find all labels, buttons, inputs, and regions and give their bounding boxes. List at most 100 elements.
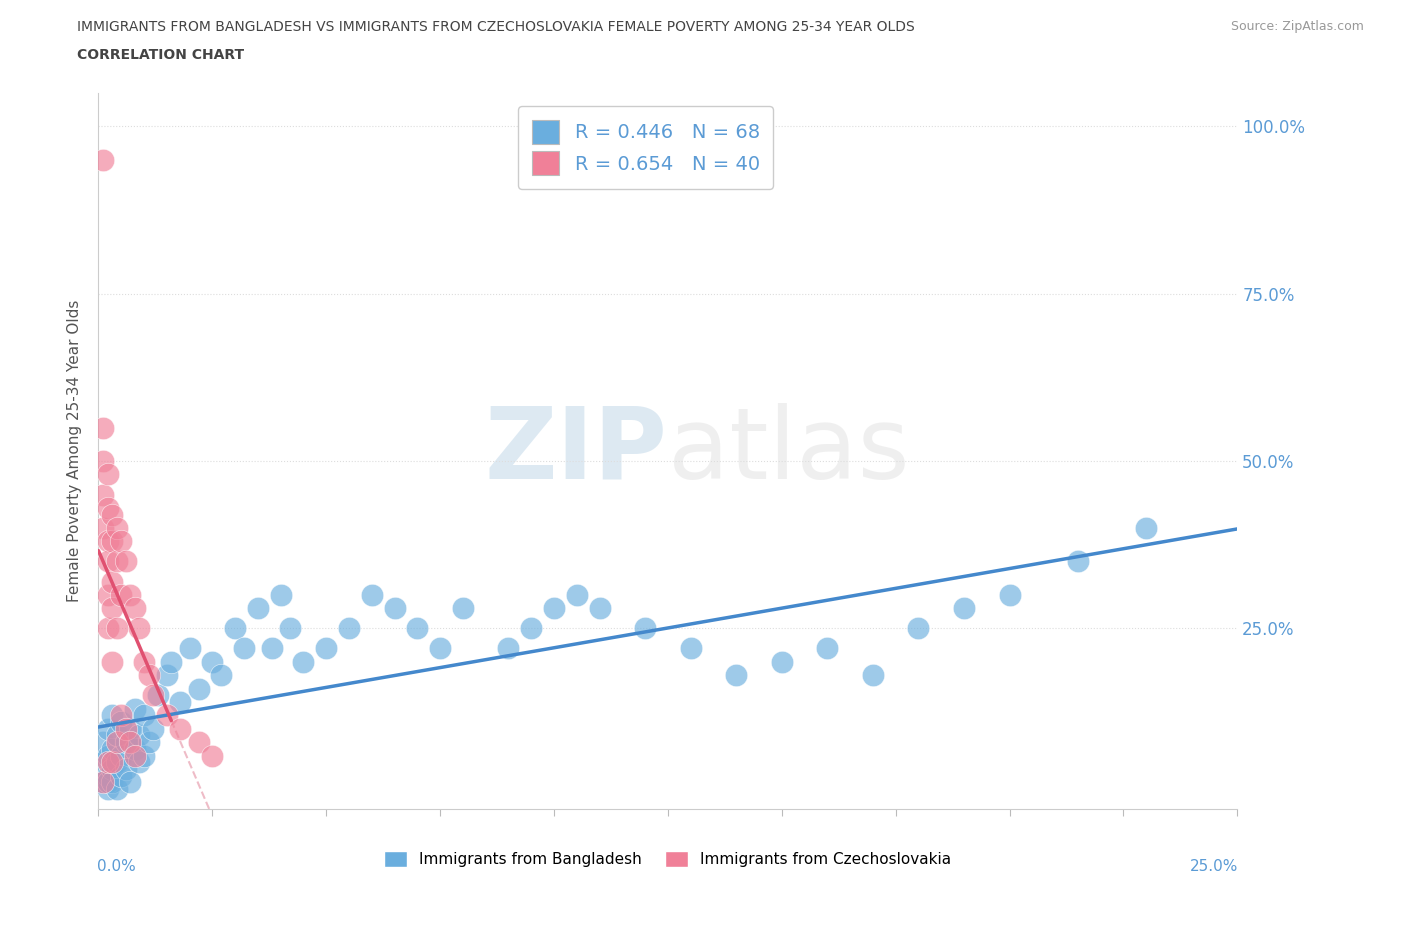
Point xyxy=(120,588,142,603)
Point xyxy=(156,708,179,723)
Point xyxy=(96,621,118,636)
Point xyxy=(384,601,406,616)
Point xyxy=(201,748,224,763)
Point xyxy=(128,728,150,743)
Point xyxy=(96,748,118,763)
Y-axis label: Female Poverty Among 25-34 Year Olds: Female Poverty Among 25-34 Year Olds xyxy=(67,299,83,603)
Point xyxy=(101,574,124,589)
Point xyxy=(260,641,283,656)
Legend: Immigrants from Bangladesh, Immigrants from Czechoslovakia: Immigrants from Bangladesh, Immigrants f… xyxy=(378,844,957,873)
Point xyxy=(187,681,209,696)
Point xyxy=(132,655,155,670)
Point xyxy=(96,775,118,790)
Point xyxy=(101,534,124,549)
Point xyxy=(725,668,748,683)
Point xyxy=(91,735,114,750)
Point xyxy=(110,588,132,603)
Point xyxy=(201,655,224,670)
Point xyxy=(209,668,232,683)
Point xyxy=(96,755,118,770)
Point xyxy=(138,668,160,683)
Point xyxy=(105,755,128,770)
Text: ZIP: ZIP xyxy=(485,403,668,499)
Point xyxy=(114,762,136,777)
Point xyxy=(543,601,565,616)
Point xyxy=(105,728,128,743)
Point xyxy=(101,762,124,777)
Point xyxy=(101,507,124,522)
Point xyxy=(110,748,132,763)
Point xyxy=(998,588,1021,603)
Point xyxy=(146,688,169,703)
Point xyxy=(101,755,124,770)
Point xyxy=(91,420,114,435)
Point xyxy=(114,722,136,737)
Point xyxy=(142,722,165,737)
Point xyxy=(315,641,337,656)
Point xyxy=(815,641,838,656)
Text: 0.0%: 0.0% xyxy=(97,859,136,874)
Point xyxy=(101,775,124,790)
Point xyxy=(124,741,146,756)
Point xyxy=(114,735,136,750)
Point xyxy=(91,775,114,790)
Point xyxy=(110,714,132,729)
Point xyxy=(96,781,118,796)
Point xyxy=(124,748,146,763)
Point xyxy=(96,768,118,783)
Point xyxy=(110,534,132,549)
Point xyxy=(110,708,132,723)
Point xyxy=(278,621,301,636)
Point xyxy=(429,641,451,656)
Point xyxy=(679,641,702,656)
Point xyxy=(96,467,118,482)
Point xyxy=(142,688,165,703)
Point xyxy=(96,588,118,603)
Point xyxy=(233,641,256,656)
Point xyxy=(128,755,150,770)
Point xyxy=(360,588,382,603)
Point xyxy=(770,655,793,670)
Text: CORRELATION CHART: CORRELATION CHART xyxy=(77,48,245,62)
Point xyxy=(451,601,474,616)
Point xyxy=(169,695,191,710)
Point xyxy=(105,621,128,636)
Point xyxy=(91,487,114,502)
Point xyxy=(246,601,269,616)
Point xyxy=(105,735,128,750)
Point xyxy=(105,521,128,536)
Point xyxy=(634,621,657,636)
Point xyxy=(187,735,209,750)
Point xyxy=(114,554,136,569)
Point xyxy=(101,655,124,670)
Point xyxy=(862,668,884,683)
Point xyxy=(120,735,142,750)
Point xyxy=(96,722,118,737)
Point xyxy=(96,500,118,515)
Point xyxy=(91,775,114,790)
Text: Source: ZipAtlas.com: Source: ZipAtlas.com xyxy=(1230,20,1364,33)
Point xyxy=(124,601,146,616)
Point xyxy=(132,708,155,723)
Point xyxy=(110,768,132,783)
Text: IMMIGRANTS FROM BANGLADESH VS IMMIGRANTS FROM CZECHOSLOVAKIA FEMALE POVERTY AMON: IMMIGRANTS FROM BANGLADESH VS IMMIGRANTS… xyxy=(77,20,915,34)
Point xyxy=(101,601,124,616)
Point xyxy=(128,621,150,636)
Point xyxy=(907,621,929,636)
Point xyxy=(1067,554,1090,569)
Point xyxy=(91,153,114,167)
Point xyxy=(91,454,114,469)
Point xyxy=(179,641,201,656)
Point xyxy=(91,755,114,770)
Point xyxy=(1135,521,1157,536)
Point xyxy=(224,621,246,636)
Point xyxy=(406,621,429,636)
Point xyxy=(105,781,128,796)
Point xyxy=(156,668,179,683)
Point xyxy=(337,621,360,636)
Point xyxy=(953,601,976,616)
Point xyxy=(565,588,588,603)
Point xyxy=(120,722,142,737)
Point xyxy=(292,655,315,670)
Point xyxy=(124,701,146,716)
